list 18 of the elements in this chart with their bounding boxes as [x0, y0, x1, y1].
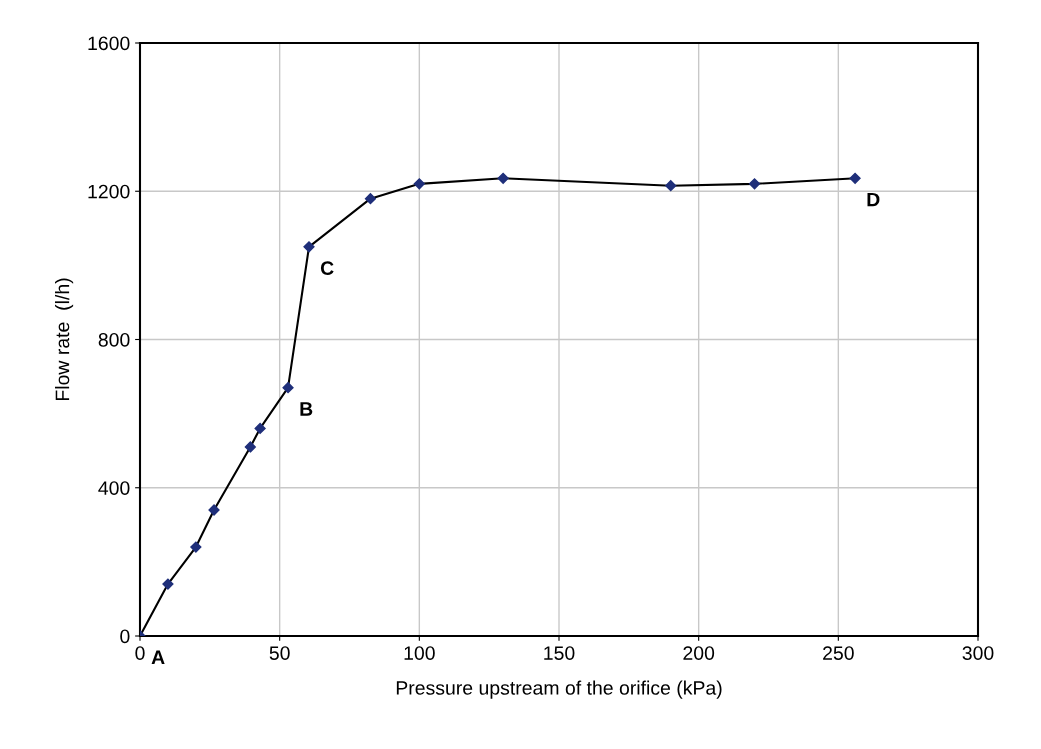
y-tick-label: 400 [98, 481, 130, 495]
x-axis-title: Pressure upstream of the orifice (kPa) [396, 680, 722, 699]
y-tick-label: 800 [98, 332, 130, 347]
y-axis-title: Flow rate (l/h) [55, 278, 74, 401]
x-tick-label: 50 [269, 646, 290, 660]
y-tick-label: 1200 [88, 184, 130, 199]
x-tick-label: 250 [823, 646, 854, 660]
x-tick-label: 300 [962, 646, 994, 660]
x-tick-label: 100 [404, 646, 435, 660]
y-tick-label: 1600 [88, 36, 130, 51]
annotation: C [320, 261, 334, 276]
annotation: A [151, 650, 165, 664]
x-tick-label: 200 [683, 646, 715, 660]
annotation: B [300, 402, 313, 416]
annotation: D [867, 192, 880, 207]
x-tick-label: 150 [544, 646, 575, 660]
x-tick-label: 0 [135, 646, 145, 660]
y-tick-label: 0 [120, 629, 130, 644]
